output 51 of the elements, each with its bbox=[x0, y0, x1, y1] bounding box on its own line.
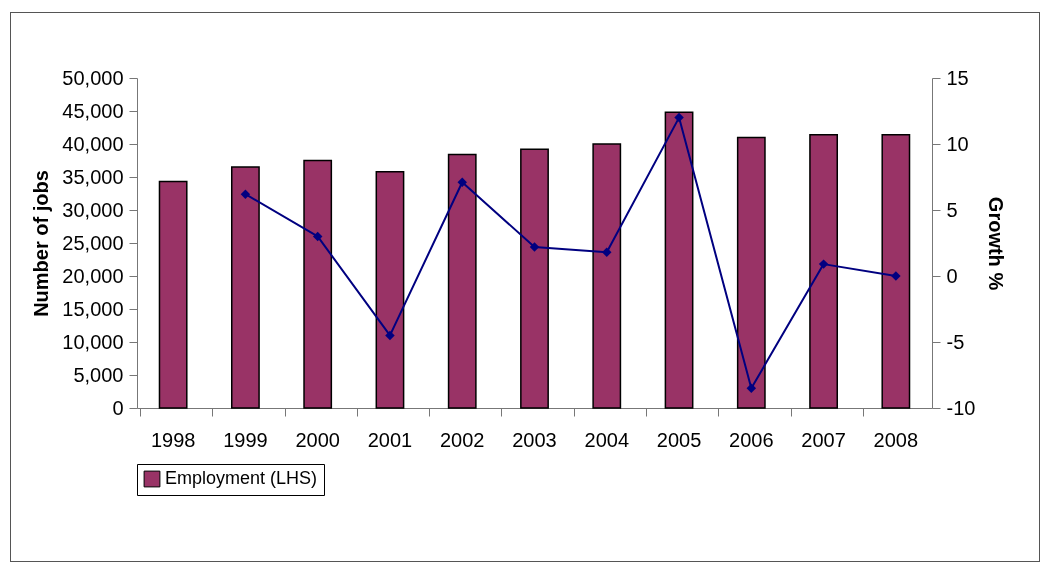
y2-axis-title: Growth % bbox=[985, 196, 1008, 291]
point bbox=[457, 177, 467, 188]
bar bbox=[303, 159, 333, 409]
bar bbox=[231, 166, 260, 409]
y2-tick-label: 10 bbox=[946, 132, 969, 155]
x-tick-label: 2006 bbox=[729, 428, 774, 451]
x-tick-label: 2003 bbox=[512, 428, 557, 451]
x-tick-label: 2000 bbox=[295, 428, 340, 451]
y2-tick-label: -10 bbox=[946, 396, 976, 419]
y-tick-label: 10,000 bbox=[62, 330, 124, 353]
y-tick-label: 20,000 bbox=[62, 264, 124, 287]
bar bbox=[520, 148, 549, 409]
x-tick-label: 2005 bbox=[656, 428, 702, 451]
bar bbox=[736, 136, 766, 409]
bar bbox=[809, 134, 838, 409]
x-tick-label: 2002 bbox=[439, 428, 485, 451]
point bbox=[529, 242, 540, 252]
point bbox=[818, 259, 829, 269]
bar bbox=[375, 170, 405, 409]
y-axis-title: Number of jobs bbox=[30, 170, 53, 317]
y2-tick-label: 5 bbox=[946, 198, 958, 221]
point bbox=[602, 247, 612, 257]
bar bbox=[447, 153, 477, 409]
x-tick-label: 2008 bbox=[873, 428, 919, 451]
y-tick-label: 40,000 bbox=[62, 132, 124, 155]
bar bbox=[158, 180, 188, 409]
y-tick-label: 30,000 bbox=[62, 198, 124, 221]
y2-tick-label: -5 bbox=[946, 330, 965, 353]
y-tick-label: 50,000 bbox=[62, 66, 124, 89]
bar bbox=[592, 143, 622, 409]
y2-tick-label: 15 bbox=[946, 66, 969, 89]
legend-label: Employment (LHS) bbox=[165, 468, 318, 488]
point bbox=[385, 330, 395, 341]
y-tick-label: 45,000 bbox=[62, 99, 124, 122]
x-tick-label: 2004 bbox=[584, 428, 630, 451]
x-tick-label: 2001 bbox=[367, 428, 413, 451]
point bbox=[240, 189, 251, 199]
y-tick-label: 35,000 bbox=[62, 165, 124, 188]
y-tick-label: 0 bbox=[112, 396, 124, 419]
y-tick-label: 15,000 bbox=[62, 297, 124, 320]
y-tick-label: 5,000 bbox=[73, 363, 124, 386]
bar bbox=[664, 111, 694, 409]
point bbox=[312, 231, 323, 242]
x-tick-label: 1998 bbox=[150, 428, 196, 451]
point bbox=[746, 383, 757, 393]
x-tick-label: 2007 bbox=[801, 428, 846, 451]
x-tick-label: 1999 bbox=[223, 428, 268, 451]
y-tick-label: 25,000 bbox=[62, 231, 124, 254]
point bbox=[674, 112, 684, 123]
y2-tick-label: 0 bbox=[946, 264, 958, 287]
bar bbox=[881, 134, 911, 409]
